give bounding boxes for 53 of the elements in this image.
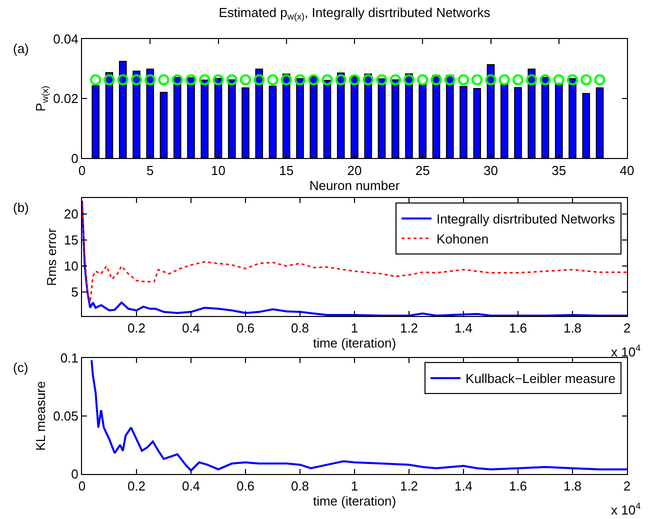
x-axis-title: time (iteration): [312, 336, 396, 351]
x-tick-label: 0.4: [182, 478, 200, 494]
x-tick-label: 1.8: [563, 478, 582, 494]
x-tick-label: 35: [552, 162, 566, 178]
legend-label: Kohonen: [436, 231, 489, 246]
x-tick-label: 0.8: [290, 320, 310, 336]
text: (c): [13, 360, 28, 375]
y-axis-title: KL measure: [33, 381, 48, 451]
x-tick-label: 1.4: [454, 478, 473, 494]
x-tick-label: 20: [347, 162, 362, 178]
x-tick-label: 0.6: [236, 478, 255, 494]
x-tick-label: 5: [146, 162, 154, 178]
x-tick-label: 15: [279, 162, 294, 178]
line-series: [90, 359, 627, 472]
y-tick-label: 0: [71, 466, 78, 482]
x-tick-label: 0.2: [127, 478, 146, 494]
x-tick-label: 0.8: [290, 478, 310, 494]
legend-label: Kullback−Leibler measure: [466, 371, 616, 386]
x-tick-label: 2: [623, 320, 631, 336]
y-tick-label: 0.1: [60, 350, 78, 366]
x-axis-title: Neuron number: [309, 178, 400, 193]
x-tick-label: 2: [623, 478, 631, 494]
x-tick-label: 1: [350, 478, 358, 494]
x-tick-label: 1.4: [454, 320, 473, 336]
x-tick-label: 1.8: [563, 320, 582, 336]
y-axis-title: Rms error: [44, 228, 59, 286]
y-tick-label: 5: [71, 284, 78, 300]
x-tick-label: 1.2: [400, 320, 418, 336]
x-tick-label: 1.6: [508, 478, 528, 494]
x-tick-label: 0.4: [182, 320, 200, 336]
legend-label: Integrally disrtributed Networks: [436, 212, 616, 227]
y-tick-label: 0.02: [53, 91, 78, 106]
y-tick-label: 0: [71, 150, 78, 166]
x-axis-title: time (iteration): [312, 494, 396, 509]
text: (b): [13, 200, 29, 215]
x-tick-label: 10: [211, 162, 226, 178]
x-tick-label: 0.2: [127, 320, 146, 336]
chart-title: Estimated p$_{w(x)}$, Integrally disrtributed Networks: [218, 4, 491, 22]
x-tick-label: 1.2: [400, 478, 418, 494]
annotation: x 10$^{4}$: [611, 343, 641, 360]
x-tick-label: 1: [350, 320, 358, 336]
text: x 10$^{4}$: [611, 501, 641, 518]
y-tick-label: 0.04: [53, 32, 78, 47]
x-tick-label: 0.6: [236, 320, 255, 336]
x-tick-label: 40: [620, 162, 634, 178]
text: (a): [13, 41, 29, 56]
x-tick-label: 30: [484, 162, 498, 178]
y-tick-label: 15: [64, 232, 78, 248]
y-tick-label: 20: [64, 206, 78, 222]
x-tick-label: 25: [415, 162, 430, 178]
y-tick-label: 10: [64, 258, 78, 274]
x-tick-label: 1.6: [508, 320, 528, 336]
y-tick-label: 0.05: [53, 408, 78, 424]
